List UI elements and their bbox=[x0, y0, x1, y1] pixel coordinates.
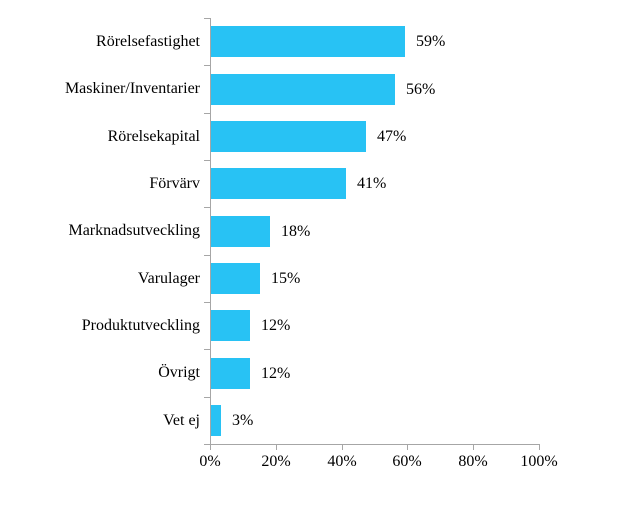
category-label: Rörelsekapital bbox=[107, 127, 200, 145]
y-axis-tick bbox=[204, 160, 211, 161]
bar bbox=[211, 263, 260, 294]
bar bbox=[211, 310, 250, 341]
x-tick-label: 20% bbox=[261, 453, 291, 470]
y-axis-tick bbox=[204, 255, 211, 256]
y-axis-line bbox=[210, 18, 211, 445]
value-label: 12% bbox=[261, 364, 291, 382]
bar bbox=[211, 26, 405, 57]
category-label: Produktutveckling bbox=[81, 316, 200, 334]
bar bbox=[211, 358, 250, 389]
value-label: 41% bbox=[357, 174, 387, 192]
x-tick-label: 60% bbox=[392, 453, 422, 470]
value-label: 3% bbox=[232, 411, 254, 429]
category-label: Varulager bbox=[137, 269, 200, 287]
category-label: Övrigt bbox=[158, 363, 200, 381]
category-label: Rörelsefastighet bbox=[96, 32, 200, 50]
x-axis-tick bbox=[473, 444, 474, 450]
y-axis-tick bbox=[204, 349, 211, 350]
y-axis-tick bbox=[204, 207, 211, 208]
y-axis-tick bbox=[204, 65, 211, 66]
x-tick-label: 100% bbox=[520, 453, 558, 470]
x-tick-label: 80% bbox=[458, 453, 488, 470]
category-label: Vet ej bbox=[163, 411, 200, 429]
bar bbox=[211, 168, 346, 199]
x-axis-tick bbox=[407, 444, 408, 450]
value-label: 59% bbox=[416, 32, 446, 50]
x-axis-tick bbox=[210, 444, 211, 450]
category-label: Maskiner/Inventarier bbox=[64, 79, 200, 97]
bar bbox=[211, 405, 221, 436]
value-label: 15% bbox=[271, 269, 301, 287]
category-label: Förvärv bbox=[149, 174, 200, 192]
value-label: 47% bbox=[377, 127, 407, 145]
y-axis-tick bbox=[204, 444, 211, 445]
category-label: Marknadsutveckling bbox=[68, 221, 200, 239]
bar bbox=[211, 121, 366, 152]
value-label: 12% bbox=[261, 316, 291, 334]
value-label: 18% bbox=[281, 222, 311, 240]
y-axis-tick bbox=[204, 18, 211, 19]
x-axis-line bbox=[204, 444, 540, 445]
x-axis-tick bbox=[342, 444, 343, 450]
x-tick-label: 0% bbox=[199, 453, 221, 470]
value-label: 56% bbox=[406, 80, 436, 98]
y-axis-tick bbox=[204, 302, 211, 303]
bar bbox=[211, 216, 270, 247]
x-tick-label: 40% bbox=[327, 453, 357, 470]
x-axis-tick bbox=[539, 444, 540, 450]
y-axis-tick bbox=[204, 113, 211, 114]
x-axis-tick bbox=[276, 444, 277, 450]
bar bbox=[211, 74, 395, 105]
y-axis-tick bbox=[204, 397, 211, 398]
